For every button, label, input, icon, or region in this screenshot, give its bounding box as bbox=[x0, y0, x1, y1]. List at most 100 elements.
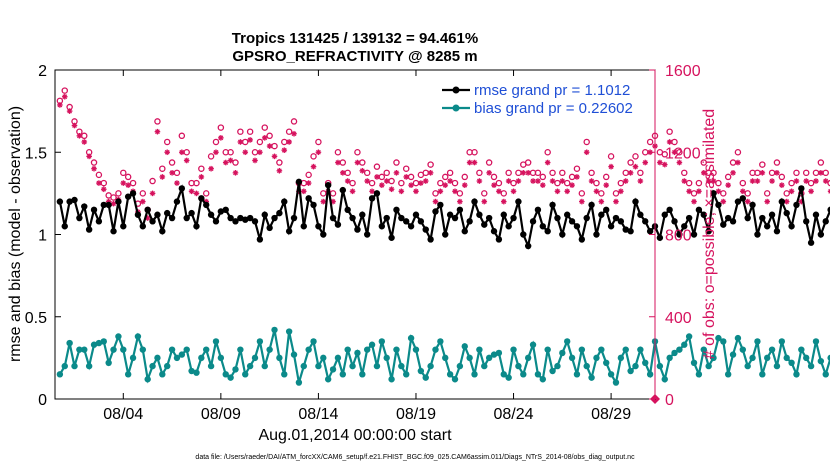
obs-assimilated-point bbox=[613, 198, 619, 205]
obs-possible-point bbox=[559, 169, 566, 177]
obs-assimilated-stroke bbox=[155, 129, 160, 135]
rmse-point bbox=[242, 216, 249, 223]
bias-point bbox=[798, 346, 805, 353]
obs-assimilated-stroke bbox=[828, 191, 830, 194]
obs-assimilated-stroke bbox=[691, 199, 697, 205]
obs-assimilated-stroke bbox=[730, 170, 736, 176]
obs-possible-point bbox=[681, 169, 688, 177]
obs-possible-point bbox=[793, 169, 800, 177]
bias-point bbox=[563, 338, 571, 345]
bias-point bbox=[695, 371, 703, 378]
obs-possible-point bbox=[232, 159, 239, 166]
rmse-point bbox=[573, 223, 581, 230]
obs-assimilated-point bbox=[540, 182, 546, 188]
obs-assimilated-stroke bbox=[623, 178, 629, 184]
obs-possible-point bbox=[100, 179, 108, 187]
bias-point bbox=[476, 346, 483, 353]
obs-possible-point bbox=[412, 179, 420, 187]
bias-point bbox=[315, 362, 322, 370]
obs-possible-point bbox=[183, 148, 190, 156]
obs-assimilated-point bbox=[779, 182, 785, 188]
obs-assimilated-stroke bbox=[789, 188, 795, 194]
obs-assimilated-stroke bbox=[486, 170, 492, 176]
bias-point bbox=[363, 346, 371, 353]
obs-possible-point bbox=[690, 190, 698, 197]
obs-possible-point bbox=[241, 138, 249, 146]
obs-possible-point bbox=[173, 169, 181, 177]
obs-assimilated-stroke bbox=[247, 137, 253, 143]
obs-possible-point bbox=[334, 148, 342, 156]
obs-possible-point bbox=[607, 153, 615, 160]
obs-possible-point bbox=[149, 177, 156, 185]
obs-assimilated-point bbox=[310, 163, 317, 170]
obs-assimilated-point bbox=[252, 157, 258, 164]
obs-assimilated-point bbox=[208, 165, 214, 172]
rmse-point bbox=[529, 218, 537, 225]
x-tick-label: 08/04 bbox=[103, 406, 143, 423]
bias-point bbox=[656, 362, 664, 370]
obs-assimilated-stroke bbox=[320, 199, 326, 205]
bias-point bbox=[559, 349, 566, 357]
obs-assimilated-stroke bbox=[555, 188, 560, 194]
obs-possible-point bbox=[354, 148, 361, 156]
rmse-point bbox=[310, 201, 317, 209]
obs-assimilated-stroke bbox=[218, 135, 224, 141]
bias-point bbox=[66, 339, 73, 347]
obs-assimilated-point bbox=[227, 157, 234, 164]
obs-assimilated-stroke bbox=[91, 166, 97, 172]
obs-assimilated-point bbox=[247, 137, 253, 143]
obs-possible-point bbox=[724, 173, 732, 181]
obs-possible-point bbox=[485, 159, 493, 166]
obs-assimilated-stroke bbox=[579, 199, 585, 205]
bias-point bbox=[622, 346, 629, 353]
obs-assimilated-point bbox=[803, 178, 810, 184]
obs-possible-point bbox=[802, 169, 810, 177]
obs-assimilated-point bbox=[266, 143, 273, 149]
obs-assimilated-stroke bbox=[755, 178, 760, 184]
obs-possible-point bbox=[671, 138, 678, 146]
obs-possible-point bbox=[583, 138, 590, 146]
rmse-point bbox=[246, 214, 254, 222]
obs-assimilated-stroke bbox=[272, 153, 277, 159]
obs-assimilated-point bbox=[520, 170, 527, 176]
obs-assimilated-stroke bbox=[574, 174, 580, 180]
obs-possible-point bbox=[393, 159, 400, 166]
obs-assimilated-stroke bbox=[657, 160, 663, 165]
obs-assimilated-point bbox=[710, 178, 717, 184]
obs-possible-point bbox=[427, 161, 434, 168]
rmse-point bbox=[227, 214, 234, 222]
obs-assimilated-point bbox=[500, 198, 507, 205]
rmse-point bbox=[724, 214, 732, 222]
obs-possible-point bbox=[666, 128, 673, 135]
bias-point bbox=[442, 354, 449, 362]
obs-possible-point bbox=[276, 159, 283, 166]
rmse-point bbox=[237, 214, 244, 222]
obs-assimilated-point bbox=[71, 122, 78, 129]
bias-point bbox=[324, 376, 332, 383]
obs-possible-point bbox=[315, 138, 322, 146]
bias-point bbox=[261, 362, 268, 370]
bias-point bbox=[544, 346, 551, 353]
obs-possible-point bbox=[783, 190, 790, 197]
x-tick-label: 08/29 bbox=[591, 406, 631, 423]
obs-possible-point bbox=[637, 169, 644, 177]
obs-possible-point bbox=[373, 163, 381, 170]
obs-assimilated-stroke bbox=[101, 186, 107, 192]
obs-assimilated-stroke bbox=[750, 178, 755, 184]
rmse-point bbox=[368, 195, 376, 202]
rmse-point bbox=[583, 214, 590, 222]
obs-assimilated-point bbox=[657, 159, 663, 166]
obs-assimilated-point bbox=[725, 182, 731, 188]
rmse-point bbox=[729, 218, 737, 225]
obs-assimilated-point bbox=[257, 149, 263, 156]
obs-possible-point bbox=[388, 177, 395, 185]
obs-assimilated-stroke bbox=[462, 182, 468, 188]
obs-assimilated-point bbox=[769, 178, 775, 184]
chart-subtitle: GPSRO_REFRACTIVITY @ 8285 m bbox=[232, 48, 477, 65]
obs-assimilated-stroke bbox=[374, 174, 380, 180]
obs-assimilated-stroke bbox=[550, 178, 555, 184]
obs-assimilated-stroke bbox=[237, 139, 243, 145]
rmse-point bbox=[759, 214, 766, 222]
obs-assimilated-point bbox=[232, 170, 239, 176]
obs-assimilated-point bbox=[369, 188, 375, 195]
